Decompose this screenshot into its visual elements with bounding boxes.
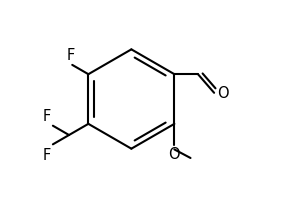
Text: O: O — [217, 85, 229, 100]
Text: F: F — [43, 147, 51, 162]
Text: F: F — [43, 109, 51, 124]
Text: F: F — [67, 48, 75, 63]
Text: O: O — [169, 146, 180, 161]
